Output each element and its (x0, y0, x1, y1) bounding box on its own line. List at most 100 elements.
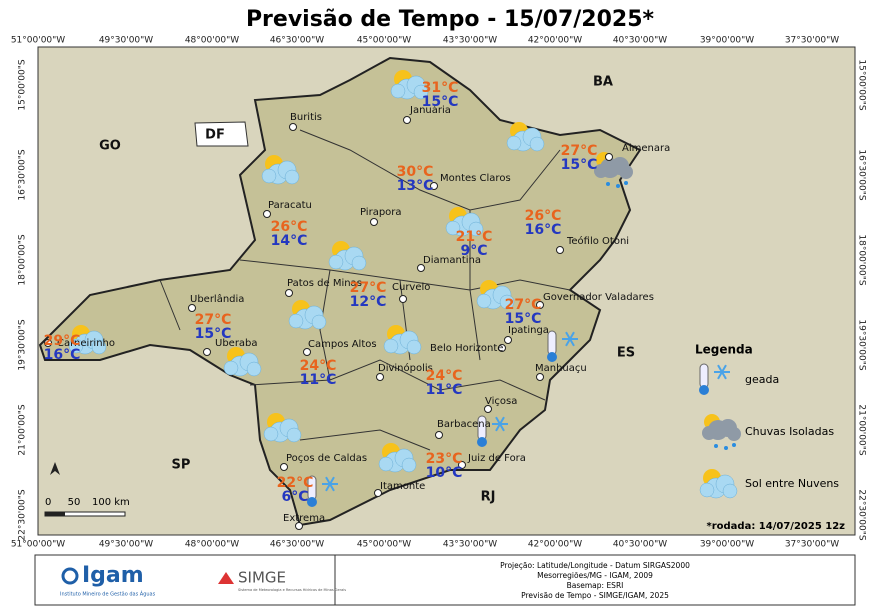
temp-max: 27°C (350, 280, 387, 296)
temp-min: 15°C (561, 157, 598, 173)
city-dot (374, 489, 382, 497)
lon-label-top: 49°30'00"W (99, 36, 153, 46)
snowflake (565, 331, 575, 347)
lon-label-top: 51°00'00"W (11, 36, 65, 46)
city-label: Itamonte (380, 481, 425, 492)
thermometer-bulb (477, 437, 487, 447)
city-dot (303, 348, 311, 356)
lon-label-top: 40°30'00"W (613, 36, 667, 46)
cloud-icon (246, 361, 262, 377)
lat-label-right: 16°30'00"S (857, 149, 867, 200)
city-label: Curvelo (392, 282, 430, 293)
state-label: ES (617, 346, 635, 361)
rain-drop (724, 446, 728, 450)
temp-min: 6°C (281, 489, 308, 505)
lat-label-left: 16°30'00"S (18, 149, 28, 200)
cloud-icon (223, 360, 239, 376)
temp-max: 21°C (456, 229, 493, 245)
temp-min: 14°C (271, 233, 308, 249)
temp-min: 11°C (300, 372, 337, 388)
temp-max: 31°C (422, 80, 459, 96)
city-label: Montes Claros (440, 173, 511, 184)
city-dot (188, 304, 196, 312)
city-dot (280, 463, 288, 471)
lat-label-left: 19°30'00"S (18, 319, 28, 370)
temp-min: 11°C (426, 382, 463, 398)
lon-label-bottom: 42°00'00"W (528, 540, 582, 550)
lon-label-bottom: 51°00'00"W (11, 540, 65, 550)
rain-drop (624, 181, 628, 185)
cloud-icon (413, 84, 429, 100)
city-label: Barbacena (437, 419, 491, 430)
temp-min: 15°C (195, 326, 232, 342)
state-label: RJ (481, 490, 496, 505)
simge-subtitle: Sistema de Meteorologia e Recursos Hídri… (238, 588, 346, 592)
lat-label-right: 15°00'00"S (857, 59, 867, 110)
scale-label: 100 km (92, 497, 130, 508)
snowflake (717, 364, 727, 380)
cloud-icon (284, 169, 300, 185)
cloud-icon (328, 254, 344, 270)
state-label: GO (99, 139, 121, 154)
cloud-icon (383, 338, 399, 354)
city-label: Paracatu (268, 200, 312, 211)
temp-min: 9°C (460, 243, 487, 259)
lon-label-top: 42°00'00"W (528, 36, 582, 46)
temp-max: 30°C (397, 164, 434, 180)
city-label: Almenara (622, 143, 670, 154)
lat-label-left: 15°00'00"S (18, 59, 28, 110)
lon-label-bottom: 43°30'00"W (443, 540, 497, 550)
city-label: Ipatinga (508, 325, 549, 336)
city-dot (536, 373, 544, 381)
temp-min: 12°C (350, 294, 387, 310)
city-label: Campos Altos (308, 339, 377, 350)
city-label: Diamantina (423, 255, 481, 266)
temp-max: 27°C (505, 297, 542, 313)
thermometer-bulb (699, 385, 709, 395)
cloud-icon (406, 339, 422, 355)
temp-min: 15°C (422, 94, 459, 110)
temp-max: 22°C (277, 475, 314, 491)
temp-min: 13°C (397, 178, 434, 194)
city-dot (536, 301, 544, 309)
mesoregion-borders (159, 129, 571, 451)
igam-subtitle: Instituto Mineiro de Gestão das Águas (60, 591, 156, 598)
thermometer (699, 363, 709, 389)
scale-bar-fill (45, 512, 65, 516)
city-label: Januária (409, 104, 451, 116)
temp-max: 26°C (525, 208, 562, 224)
cloud-icon (68, 338, 84, 354)
scale-label: 50 (68, 497, 81, 508)
city-label: Patos de Minas (287, 278, 362, 289)
city-dot (504, 336, 512, 344)
lon-label-bottom: 40°30'00"W (613, 540, 667, 550)
temp-max: 27°C (195, 312, 232, 328)
igam-logo: Igam (82, 563, 144, 588)
city-label: Governador Valadares (543, 292, 654, 303)
city-label: Belo Horizonte (430, 343, 503, 354)
temp-max: 29°C (44, 333, 81, 349)
lat-label-left: 18°00'00"S (18, 234, 28, 285)
city-label: Uberlândia (190, 293, 244, 305)
city-label: Poços de Caldas (286, 453, 367, 464)
city-dot (484, 405, 492, 413)
snowflake (495, 416, 505, 432)
cloud-icon (378, 456, 394, 472)
legend-item: Sol entre Nuvens (745, 477, 839, 490)
cloud-icon (506, 135, 522, 151)
lon-label-bottom: 37°30'00"W (785, 540, 839, 550)
city-label: Uberaba (215, 338, 258, 349)
city-dot (263, 210, 271, 218)
thermometer-bulb (547, 352, 557, 362)
credit-line: Previsão de Tempo - SIMGE/IGAM, 2025 (521, 591, 669, 600)
df-area (194, 121, 249, 147)
footer-box (34, 554, 856, 606)
credit-line: Mesorregiões/MG - IGAM, 2009 (537, 571, 653, 580)
credit-line: Basemap: ESRI (567, 581, 624, 590)
rain-drop (616, 184, 620, 188)
lon-label-bottom: 46°30'00"W (270, 540, 324, 550)
temp-max: 23°C (426, 451, 463, 467)
legend-item: geada (745, 373, 779, 386)
cloud-icon (702, 426, 716, 440)
lon-label-top: 48°00'00"W (185, 36, 239, 46)
